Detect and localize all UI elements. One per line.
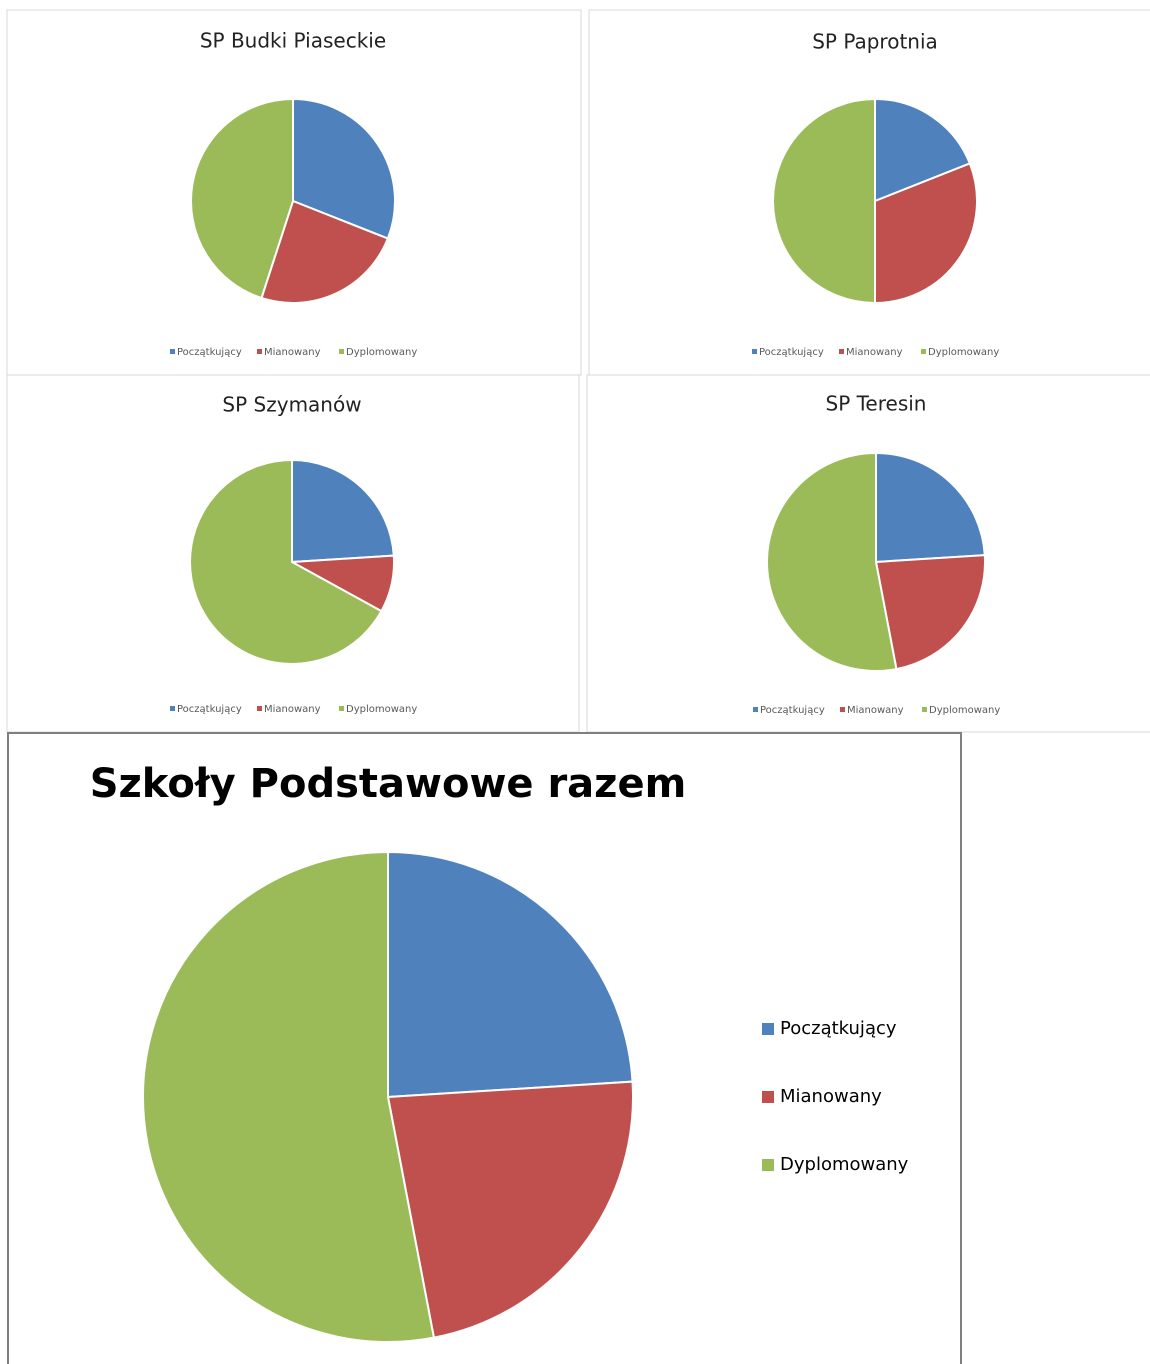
chart-title: SP Teresin [826, 392, 927, 416]
pie-slice [772, 97, 876, 305]
legend-label: Dyplomowany [346, 347, 417, 358]
chart-title: SP Budki Piaseckie [200, 29, 386, 53]
legend-swatch [339, 349, 344, 354]
legend-label: Dyplomowany [929, 705, 1000, 716]
chart-panel: SP Paprotnia Początkujący Mianowany Dyplomo… [588, 9, 1150, 376]
pie-slice [386, 1080, 634, 1339]
legend-swatch [339, 706, 344, 711]
pie-slice [142, 850, 436, 1343]
pie-slice [260, 199, 390, 304]
chart-title: Szkoły Podstawowe razem [90, 761, 687, 807]
legend-swatch [762, 1091, 774, 1103]
legend-swatch [922, 707, 927, 712]
legend-swatch [257, 349, 262, 354]
legend-swatch [762, 1023, 774, 1035]
chart-panel: SP Budki Piaseckie Początkujący Mianowany D… [6, 9, 582, 376]
pie-slice [292, 97, 396, 240]
legend-label: Początkujący [780, 1018, 897, 1039]
legend-label: Mianowany [846, 347, 903, 358]
pie-slice [190, 97, 294, 300]
legend-swatch [753, 707, 758, 712]
pie-slice [874, 97, 972, 203]
legend-label: Mianowany [847, 705, 904, 716]
legend-label: Początkujący [760, 705, 825, 716]
legend-swatch [170, 349, 175, 354]
legend-swatch [170, 706, 175, 711]
legend-label: Mianowany [264, 704, 321, 715]
pie-slice [291, 458, 395, 564]
legend-label: Początkujący [177, 347, 242, 358]
pie-slice [874, 162, 978, 305]
legend-label: Mianowany [780, 1086, 882, 1107]
legend-label: Początkujący [759, 347, 824, 358]
legend-label: Mianowany [264, 347, 321, 358]
pie-slice [387, 850, 634, 1099]
legend-swatch [839, 349, 844, 354]
chart-panel: SP Szymanów Początkujący Mianowany Dyplomow… [6, 374, 580, 733]
legend-swatch [762, 1159, 774, 1171]
legend-swatch [921, 349, 926, 354]
legend-label: Początkujący [177, 704, 242, 715]
chart-panel: SP Teresin Początkujący Mianowany Dyplomowa… [586, 374, 1150, 733]
pie-slice [874, 554, 986, 671]
pie-slice [875, 451, 986, 564]
pie-slice [189, 458, 383, 665]
chart-title: SP Szymanów [222, 393, 361, 417]
legend-label: Dyplomowany [346, 704, 417, 715]
pie-slice [766, 451, 898, 672]
legend-label: Dyplomowany [780, 1154, 909, 1175]
legend-swatch [257, 706, 262, 711]
legend-swatch [840, 707, 845, 712]
legend-swatch [752, 349, 757, 354]
legend-label: Dyplomowany [928, 347, 999, 358]
chart-title: SP Paprotnia [812, 30, 938, 54]
chart-panel: Szkoły Podstawowe razem Początkujący Miano… [7, 732, 962, 1364]
